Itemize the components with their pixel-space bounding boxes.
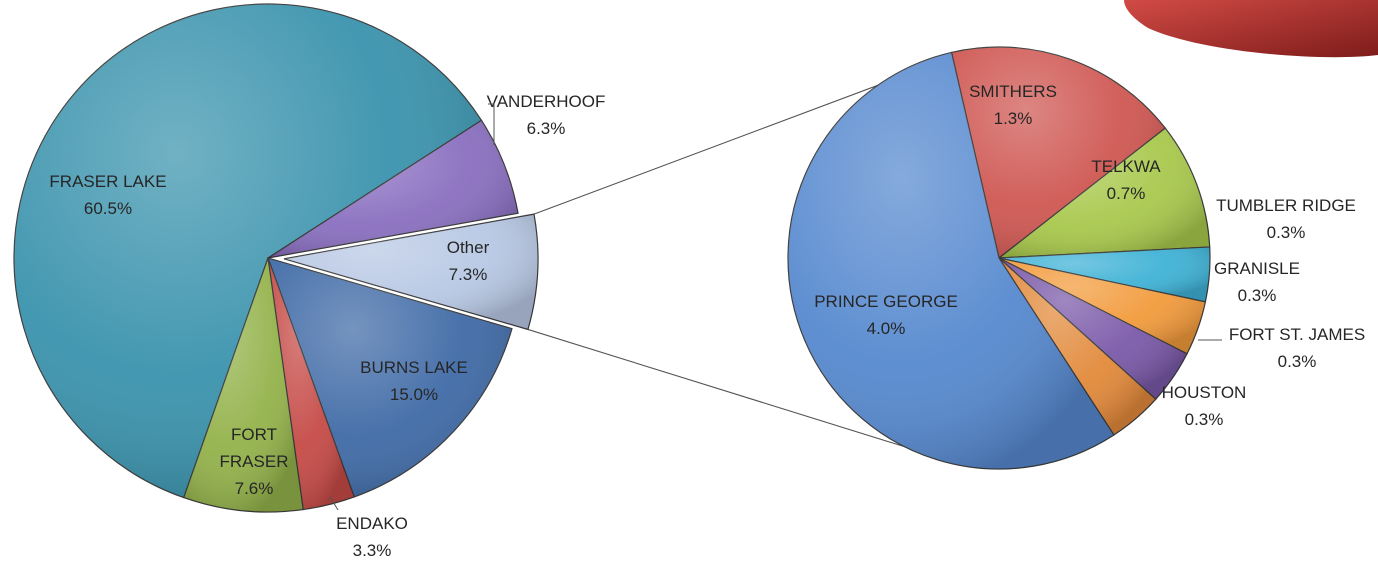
secondary-pie-labels: SMITHERS 1.3% TELKWA 0.7% TUMBLER RIDGE 0.3% G… [814, 82, 1365, 429]
label-fraser-lake: FRASER LAKE 60.5% [49, 172, 166, 218]
slice-shade-houston [999, 258, 1156, 435]
leader-endako [329, 496, 339, 511]
label-prince-george: PRINCE GEORGE 4.0% [814, 292, 958, 338]
secondary-pie [787, 46, 1211, 470]
label-granisle: GRANISLE 0.3% [1214, 259, 1300, 305]
slice-shade-other [283, 214, 538, 330]
main-pie-labels: FRASER LAKE 60.5% VANDERHOOF 6.3% Other 7.3% B… [49, 92, 605, 560]
value-tumbler-ridge: 0.3% [1267, 223, 1306, 242]
slice-shade-burns-lake [268, 258, 512, 497]
label-tumbler-ridge: TUMBLER RIDGE 0.3% [1216, 196, 1356, 242]
slice-shade-endako [268, 258, 355, 510]
slice-shade-fraser-lake [14, 4, 482, 498]
value-telkwa: 0.7% [1107, 184, 1146, 203]
label-fort-st-james: FORT ST. JAMES 0.3% [1229, 325, 1365, 371]
value-fort-fraser: 7.6% [235, 479, 274, 498]
value-smithers: 1.3% [994, 109, 1033, 128]
value-fort-st-james: 0.3% [1278, 352, 1317, 371]
main-pie [13, 3, 539, 513]
value-fraser-lake: 60.5% [84, 199, 132, 218]
slice-shade-prince-george [788, 52, 1114, 469]
slice-shade-fort-fraser [183, 258, 304, 512]
slice-shade-fort-st-james [999, 258, 1188, 400]
decorative-shape [1124, 0, 1378, 58]
label-telkwa: TELKWA 0.7% [1091, 157, 1161, 203]
leader-vanderhoof [488, 103, 495, 145]
slice-shade-granisle [999, 258, 1206, 354]
slice-shade-tumbler-ridge [999, 246, 1211, 302]
label-vanderhoof: VANDERHOOF 6.3% [487, 92, 606, 138]
slice-shade-vanderhoof [268, 120, 519, 258]
slice-shade-telkwa [999, 128, 1210, 258]
value-vanderhoof: 6.3% [527, 119, 566, 138]
label-smithers: SMITHERS 1.3% [969, 82, 1057, 128]
value-prince-george: 4.0% [867, 319, 906, 338]
label-fort-fraser: FORT FRASER 7.6% [220, 425, 289, 498]
value-granisle: 0.3% [1238, 286, 1277, 305]
slice-shade-smithers [951, 46, 1166, 258]
connector-line-bottom [527, 328, 970, 468]
value-other: 7.3% [449, 265, 488, 284]
label-houston: HOUSTON 0.3% [1162, 383, 1247, 429]
label-other: Other 7.3% [447, 238, 490, 284]
value-houston: 0.3% [1185, 410, 1224, 429]
label-endako: ENDAKO 3.3% [336, 514, 408, 560]
label-burns-lake: BURNS LAKE 15.0% [360, 358, 468, 404]
value-endako: 3.3% [353, 541, 392, 560]
value-burns-lake: 15.0% [390, 385, 438, 404]
